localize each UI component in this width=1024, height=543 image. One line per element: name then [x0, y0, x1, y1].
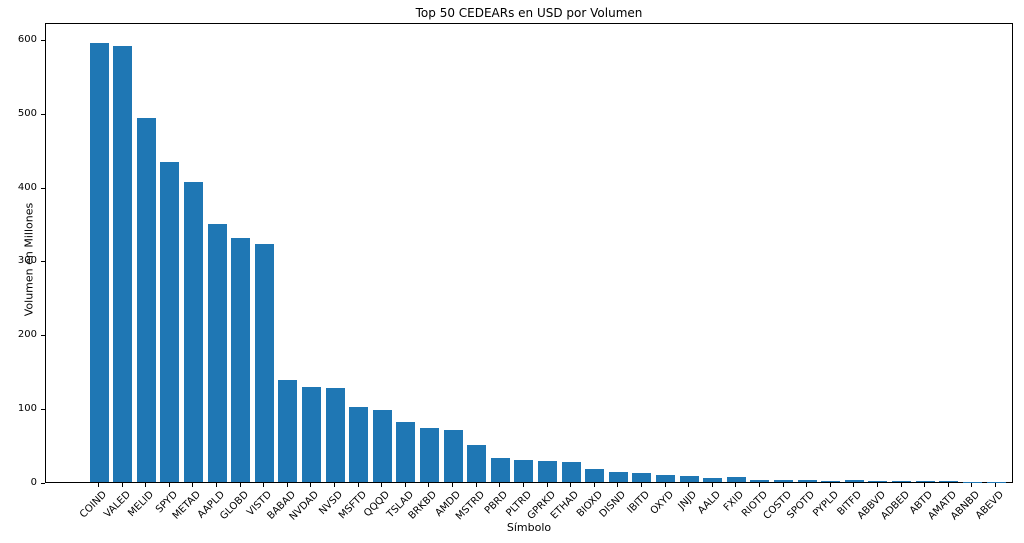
- bar-pypld: [821, 480, 841, 482]
- x-tick-mark: [876, 483, 878, 487]
- plot-area: [45, 23, 1013, 483]
- bar-globd: [231, 238, 251, 482]
- bar-mstrd: [467, 445, 487, 482]
- y-tick-label-200: 200: [17, 329, 37, 341]
- bar-oxyd: [656, 474, 676, 482]
- x-tick-label-oxyd: OXYD: [648, 489, 676, 517]
- bar-fxid: [726, 477, 746, 482]
- x-tick-label-coind: COIND: [77, 489, 110, 521]
- bar-valed: [113, 46, 133, 482]
- x-tick-mark: [924, 483, 926, 487]
- x-tick-mark: [829, 483, 831, 487]
- bar-costd: [774, 479, 794, 482]
- x-tick-mark: [239, 483, 241, 487]
- x-tick-mark: [995, 483, 996, 487]
- x-tick-mark: [522, 483, 524, 487]
- x-tick-mark: [640, 483, 642, 487]
- bar-tslad: [396, 422, 416, 482]
- x-tick-mark: [121, 483, 123, 487]
- x-tick-mark: [947, 483, 949, 487]
- bar-spotd: [797, 480, 817, 482]
- bar-aald: [703, 477, 723, 482]
- y-tick-mark: [41, 335, 45, 337]
- bar-nvdad: [301, 386, 321, 482]
- x-tick-mark: [971, 483, 973, 487]
- bar-msftd: [349, 407, 369, 482]
- bar-ibitd: [632, 473, 652, 482]
- bar-jnjd: [679, 476, 699, 482]
- x-tick-label-aald: AALD: [695, 489, 723, 517]
- y-tick-mark: [41, 261, 45, 263]
- bar-adbed: [892, 480, 912, 482]
- x-tick-mark: [192, 483, 194, 487]
- y-tick-label-300: 300: [17, 255, 37, 267]
- x-tick-mark: [853, 483, 855, 487]
- y-tick-mark: [41, 39, 45, 41]
- x-tick-mark: [310, 483, 312, 487]
- x-tick-mark: [145, 483, 147, 487]
- x-tick-mark: [168, 483, 170, 487]
- x-tick-mark: [617, 483, 619, 487]
- x-tick-mark: [428, 483, 430, 487]
- y-tick-label-0: 0: [30, 477, 37, 488]
- x-tick-mark: [711, 483, 713, 487]
- y-tick-label-400: 400: [17, 181, 37, 193]
- x-tick-mark: [570, 483, 572, 487]
- y-tick-mark: [41, 409, 45, 411]
- bar-amdd: [443, 430, 463, 482]
- x-tick-mark: [404, 483, 406, 487]
- x-tick-label-pypld: PYPLD: [810, 489, 841, 520]
- x-tick-mark: [664, 483, 666, 487]
- bar-vistd: [254, 244, 274, 482]
- bar-coind: [89, 43, 109, 482]
- bar-melid: [136, 118, 156, 482]
- bar-ethad: [561, 462, 581, 482]
- bar-bitfd: [844, 480, 864, 482]
- x-tick-mark: [593, 483, 595, 487]
- bar-gprkd: [538, 461, 557, 482]
- x-tick-mark: [688, 483, 690, 487]
- y-tick-mark: [41, 113, 45, 115]
- y-tick-mark: [41, 483, 45, 484]
- bar-brkbd: [419, 428, 439, 482]
- y-tick-label-100: 100: [17, 403, 37, 415]
- y-tick-mark: [41, 187, 45, 189]
- x-tick-mark: [98, 483, 99, 487]
- y-tick-label-600: 600: [17, 33, 37, 45]
- x-tick-mark: [758, 483, 760, 487]
- x-tick-mark: [381, 483, 383, 487]
- x-tick-mark: [334, 483, 336, 487]
- bar-metad: [183, 181, 203, 482]
- bar-disnd: [608, 471, 628, 482]
- x-tick-mark: [735, 483, 737, 487]
- x-tick-mark: [475, 483, 477, 487]
- bar-qqqd: [372, 410, 392, 482]
- bar-aapld: [207, 223, 227, 482]
- bar-nvsd: [325, 387, 345, 482]
- x-tick-mark: [499, 483, 501, 487]
- x-tick-mark: [806, 483, 808, 487]
- x-tick-mark: [216, 483, 218, 487]
- x-tick-mark: [900, 483, 902, 487]
- y-tick-label-500: 500: [17, 107, 37, 119]
- bar-abtd: [915, 480, 935, 482]
- x-tick-label-ibitd: IBITD: [625, 489, 652, 516]
- bar-riotd: [750, 479, 770, 482]
- x-tick-mark: [263, 483, 265, 487]
- x-tick-mark: [782, 483, 784, 487]
- bar-babad: [278, 380, 298, 482]
- x-tick-mark: [357, 483, 359, 487]
- bar-abbvd: [868, 480, 888, 482]
- bar-pbrd: [490, 458, 510, 482]
- x-axis-label: Símbolo: [506, 521, 552, 534]
- x-tick-mark: [452, 483, 454, 487]
- bar-pltrd: [514, 459, 534, 482]
- bar-amatd: [939, 481, 959, 482]
- bar-bioxd: [585, 468, 605, 482]
- chart-title: Top 50 CEDEARs en USD por Volumen: [415, 6, 643, 20]
- x-tick-mark: [286, 483, 288, 487]
- bar-spyd: [160, 161, 180, 482]
- x-tick-mark: [546, 483, 548, 487]
